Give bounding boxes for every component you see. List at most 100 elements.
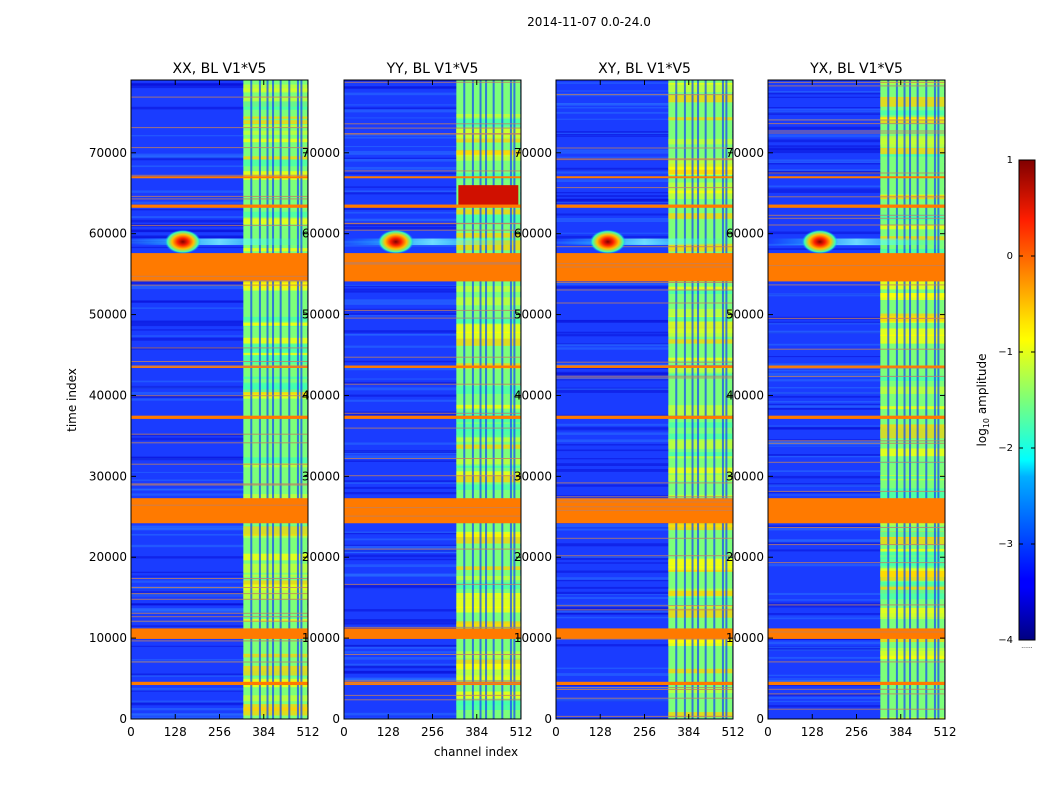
band-texture (880, 424, 945, 431)
noise-row (344, 360, 521, 363)
band-texture (456, 675, 521, 680)
noise-row (768, 126, 945, 129)
noise-row (768, 343, 945, 346)
noise-row (556, 586, 733, 589)
noise-row (768, 678, 945, 680)
channel-gap-line (258, 80, 261, 719)
rfi-time-band (344, 204, 521, 208)
channel-gap-line (479, 80, 482, 719)
band-texture (456, 324, 521, 334)
colorbar-tick-label: 1 (1007, 155, 1013, 166)
noise-row (344, 480, 521, 483)
colorbar-tick-label: −2 (998, 443, 1013, 454)
rfi-time-band (768, 628, 945, 639)
noise-row (768, 107, 945, 109)
band-texture (668, 608, 733, 618)
rfi-time-band (344, 498, 521, 524)
band-texture (880, 147, 945, 155)
x-tick-label: 384 (677, 725, 700, 739)
noise-row (556, 527, 733, 531)
colorbar-label-rest: amplitude (975, 354, 989, 418)
flag-line (344, 694, 521, 696)
x-tick-label: 512 (510, 725, 533, 739)
y-tick-label: 0 (756, 712, 764, 726)
noise-row (556, 523, 733, 526)
band-texture (456, 621, 521, 629)
noise-row (344, 172, 521, 175)
noise-row (131, 488, 308, 491)
flag-line (768, 130, 945, 132)
rfi-time-band (344, 176, 521, 179)
band-texture (668, 433, 733, 441)
flag-line (556, 509, 733, 511)
channel-gap-line (895, 80, 898, 719)
noise-row (131, 700, 308, 703)
band-texture (243, 653, 308, 658)
noise-row (344, 619, 521, 622)
flag-line (556, 377, 733, 379)
noise-row (556, 201, 733, 204)
band-texture (456, 435, 521, 442)
flag-line (344, 123, 521, 125)
flag-line (556, 638, 733, 640)
flag-line (131, 127, 308, 129)
noise-row (344, 166, 521, 170)
noise-row (768, 445, 945, 447)
noise-row (131, 526, 308, 529)
noise-row (556, 331, 733, 334)
flag-line (556, 365, 733, 366)
noise-row (344, 482, 521, 484)
rfi-time-band (344, 415, 521, 419)
noise-row (344, 136, 521, 139)
noise-row (131, 324, 308, 327)
noise-row (556, 579, 733, 582)
noise-row (131, 246, 308, 249)
band-texture (668, 357, 733, 361)
band-texture (456, 149, 521, 155)
flag-line (768, 172, 945, 174)
band-texture (456, 317, 521, 323)
panel-plot-area (344, 80, 521, 719)
noise-row (556, 612, 733, 615)
band-texture (456, 576, 521, 581)
rfi-time-band (344, 253, 521, 282)
noise-row (131, 533, 308, 536)
noise-row (556, 429, 733, 431)
flag-line (768, 119, 945, 121)
noise-row (131, 219, 308, 223)
band-texture (880, 570, 945, 581)
band-texture (668, 190, 733, 194)
x-tick-label: 512 (722, 725, 745, 739)
channel-gap-line (288, 80, 291, 719)
flag-line (131, 483, 308, 485)
noise-row (131, 673, 308, 676)
noise-row (768, 356, 945, 358)
noise-row (556, 423, 733, 426)
channel-gap-line (721, 80, 724, 719)
noise-row (344, 585, 521, 589)
panel-plot-area (768, 80, 945, 719)
channel-gap-line (925, 80, 928, 719)
flag-line (344, 654, 521, 655)
noise-row (344, 531, 521, 533)
channel-gap-line (704, 80, 707, 719)
colorbar-gradient (1018, 159, 1036, 641)
x-tick-label: 256 (845, 725, 868, 739)
rfi-time-band (768, 365, 945, 368)
flag-line (768, 348, 945, 350)
x-tick-label: 128 (377, 725, 400, 739)
noise-row (131, 708, 308, 711)
noise-row (768, 408, 945, 410)
flag-line (131, 198, 308, 200)
noise-row (556, 484, 733, 487)
flag-line (344, 548, 521, 550)
flag-line (131, 395, 308, 397)
noise-row (344, 104, 521, 106)
flag-line (768, 214, 945, 216)
flag-line (344, 222, 521, 224)
band-texture (668, 243, 733, 252)
noise-row (344, 223, 521, 226)
band-texture (456, 671, 521, 677)
x-tick-label: 128 (164, 725, 187, 739)
